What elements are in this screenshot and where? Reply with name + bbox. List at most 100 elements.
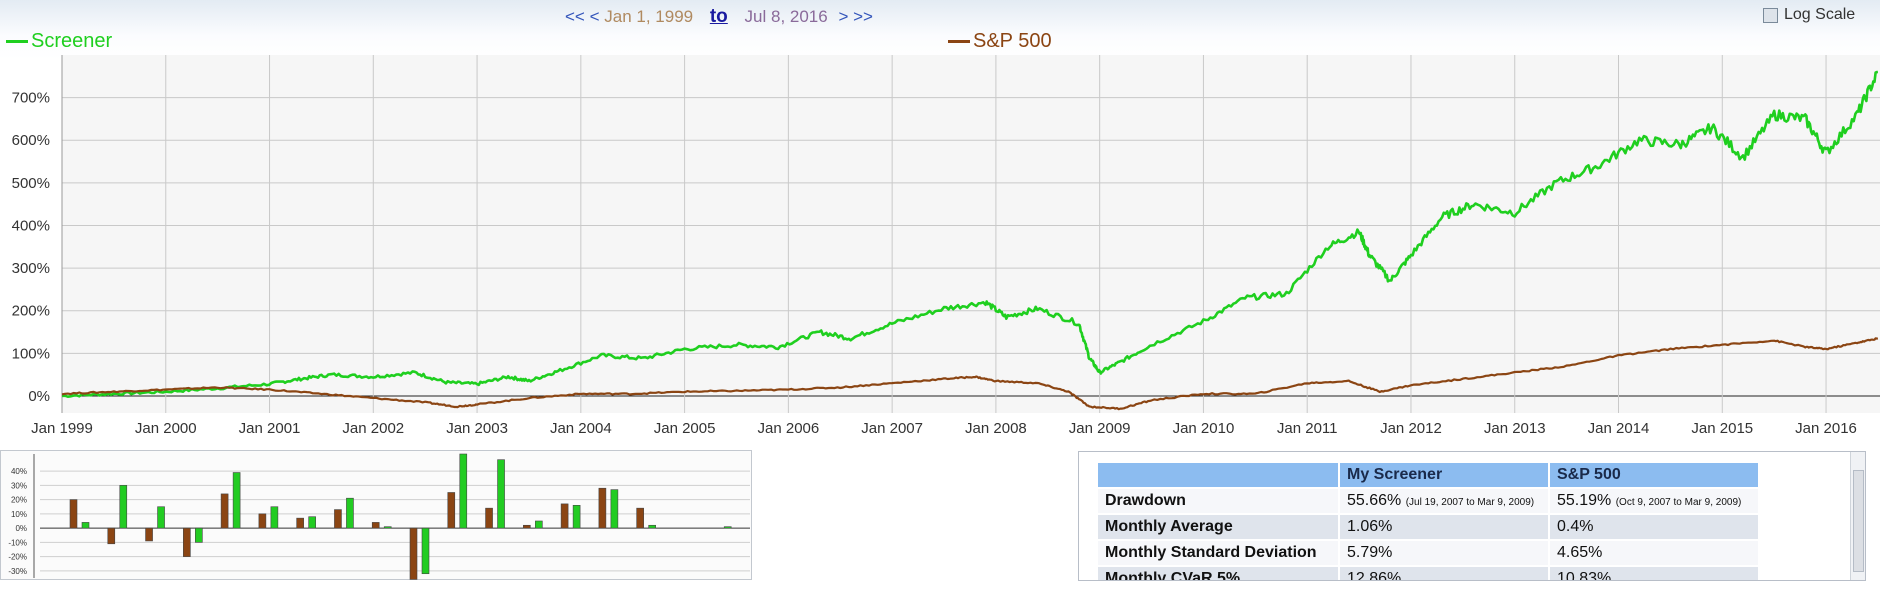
y-tick-label: 0%	[28, 388, 50, 405]
table-row: Monthly Standard Deviation 5.79% 4.65%	[1098, 541, 1758, 565]
sp500-annual-bar	[636, 507, 644, 529]
log-scale-toggle[interactable]: Log Scale	[1763, 6, 1855, 24]
row-label: Drawdown	[1098, 489, 1338, 513]
plot-area	[62, 55, 1880, 413]
bar-y-tick-label: 30%	[11, 481, 27, 490]
bar-y-tick-label: 10%	[11, 510, 27, 519]
sp500-annual-bar	[523, 524, 531, 529]
previous-period-button[interactable]: <	[589, 7, 600, 26]
to-link[interactable]: to	[709, 6, 728, 27]
sp500-annual-bar	[334, 509, 342, 529]
bar-y-tick-label: 20%	[11, 496, 27, 505]
x-tick-label: Jan 2008	[965, 420, 1027, 437]
y-tick-label: 100%	[12, 345, 50, 362]
row-label: Monthly Standard Deviation	[1098, 541, 1338, 565]
screener-annual-bar	[232, 472, 241, 529]
x-tick-label: Jan 2010	[1173, 420, 1235, 437]
log-scale-checkbox[interactable]	[1763, 7, 1778, 23]
legend-screener-swatch	[6, 40, 28, 43]
bar-y-tick-label: 40%	[11, 467, 27, 476]
legend-screener[interactable]: Screener	[6, 30, 112, 53]
legend-screener-label: Screener	[31, 30, 113, 52]
x-tick-label: Jan 2005	[654, 420, 716, 437]
sp500-annual-bar	[560, 503, 569, 529]
sp500-drawdown: 55.19%	[1557, 492, 1612, 509]
sp500-annual-bar	[296, 517, 304, 529]
stats-header-screener: My Screener	[1340, 463, 1548, 487]
y-tick-label: 400%	[12, 217, 50, 234]
legend-sp500-label: S&P 500	[973, 30, 1052, 52]
screener-annual-bar	[648, 524, 656, 529]
y-tick-label: 300%	[12, 260, 50, 277]
stats-header-metric	[1098, 463, 1338, 487]
y-tick-label: 500%	[12, 175, 50, 192]
sp500-annual-bar	[69, 499, 78, 529]
screener-annual-bar	[308, 516, 316, 529]
next-period-button[interactable]: >	[838, 7, 849, 26]
sp500-value: 4.65%	[1550, 541, 1758, 565]
annual-returns-bar-chart: 40% 30% 20% 10% 0% -10% -20% -30%	[0, 450, 752, 580]
x-tick-label: Jan 2007	[861, 420, 923, 437]
table-row: Monthly Average 1.06% 0.4%	[1098, 515, 1758, 539]
x-tick-label: Jan 2001	[239, 420, 301, 437]
screener-annual-bar	[157, 506, 165, 529]
x-tick-label: Jan 2011	[1277, 420, 1338, 437]
screener-drawdown: 55.66%	[1347, 492, 1402, 509]
screener-value: 12.86%	[1340, 567, 1548, 580]
first-period-button[interactable]: <<	[565, 7, 585, 26]
screener-line	[61, 70, 1879, 398]
x-tick-label: Jan 2014	[1588, 420, 1650, 437]
screener-annual-bar	[346, 497, 354, 529]
sp500-drawdown-period: (Oct 9, 2007 to Mar 9, 2009)	[1615, 497, 1742, 508]
sp500-annual-bar	[183, 527, 191, 557]
x-tick-label: Jan 2000	[135, 420, 197, 437]
bar-y-tick-label: -10%	[8, 538, 27, 547]
x-tick-label: Jan 2015	[1691, 420, 1753, 437]
performance-line-chart: 0% 100% 200% 300% 400% 500% 600% 700% Jan 1999 Ja…	[12, 55, 1880, 437]
screener-annual-bar	[81, 522, 90, 529]
end-date[interactable]: Jul 8, 2016	[744, 7, 828, 26]
sp500-value: 0.4%	[1550, 515, 1758, 539]
screener-annual-bar	[270, 506, 279, 529]
screener-value: 5.79%	[1340, 541, 1548, 565]
sp500-value: 10.83%	[1550, 567, 1758, 580]
x-tick-label: Jan 2016	[1795, 420, 1857, 437]
screener-annual-bar	[723, 526, 732, 529]
x-tick-label: Jan 2006	[758, 420, 820, 437]
x-tick-label: Jan 2012	[1380, 420, 1442, 437]
screener-annual-bar	[610, 489, 619, 529]
screener-value: 55.66% (Jul 19, 2007 to Mar 9, 2009)	[1340, 489, 1548, 513]
sp500-annual-bar	[107, 527, 116, 545]
stats-table: My Screener S&P 500 Drawdown 55.66% (Jul…	[1096, 461, 1760, 580]
screener-annual-bar	[535, 520, 543, 529]
sp500-annual-bar	[447, 492, 456, 529]
sp500-annual-bar	[409, 527, 418, 580]
scrollbar-thumb[interactable]	[1853, 470, 1864, 572]
table-row: Monthly CVaR 5% 12.86% 10.83%	[1098, 567, 1758, 580]
start-date[interactable]: Jan 1, 1999	[604, 7, 694, 26]
y-tick-label: 200%	[12, 303, 50, 320]
x-tick-label: Jan 1999	[31, 420, 93, 437]
date-range-nav: << < Jan 1, 1999 to Jul 8, 2016 > >>	[565, 6, 873, 28]
chart-header	[0, 0, 1880, 60]
x-tick-label: Jan 2004	[550, 420, 612, 437]
stats-header-sp500: S&P 500	[1550, 463, 1758, 487]
stats-scrollbar[interactable]	[1850, 452, 1865, 580]
sp500-annual-bar	[371, 522, 380, 529]
sp500-line	[61, 337, 1879, 411]
sp500-value: 55.19% (Oct 9, 2007 to Mar 9, 2009)	[1550, 489, 1758, 513]
sp500-annual-bar	[485, 507, 493, 529]
sp500-annual-bar	[598, 487, 607, 529]
screener-annual-bar	[383, 526, 392, 529]
x-tick-label: Jan 2002	[342, 420, 404, 437]
screener-annual-bar	[195, 527, 203, 543]
last-period-button[interactable]: >>	[853, 7, 873, 26]
bar-y-tick-label: -30%	[8, 567, 27, 576]
legend-sp500[interactable]: S&P 500	[948, 30, 1052, 53]
row-label: Monthly Average	[1098, 515, 1338, 539]
screener-annual-bar	[572, 505, 581, 529]
sp500-annual-bar	[220, 493, 229, 529]
screener-annual-bar	[421, 527, 430, 575]
stats-panel: My Screener S&P 500 Drawdown 55.66% (Jul…	[1078, 451, 1866, 581]
table-row: Drawdown 55.66% (Jul 19, 2007 to Mar 9, …	[1098, 489, 1758, 513]
